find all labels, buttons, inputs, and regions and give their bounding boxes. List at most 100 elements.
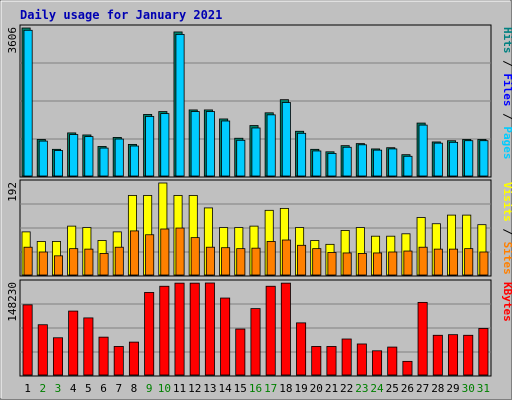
panel-kbytes: 148230 KBytes — [6, 279, 512, 377]
bar-sites-day-7 — [114, 246, 124, 276]
x-tick-label: 5 — [85, 382, 92, 395]
bar-sites-day-16 — [251, 247, 261, 276]
bar-sites-day-15 — [236, 248, 246, 276]
bar-pages-day-24 — [373, 149, 383, 177]
x-tick-label: 14 — [218, 382, 232, 395]
bar-kbytes-day-22 — [341, 338, 352, 376]
x-tick-label: 2 — [39, 382, 46, 395]
x-tick-label: 16 — [249, 382, 262, 395]
bar-kbytes-day-14 — [220, 297, 231, 376]
bar-pages-day-31 — [479, 140, 489, 177]
bar-kbytes-day-30 — [463, 334, 474, 376]
bar-pages-day-9 — [145, 116, 155, 177]
x-tick-label: 17 — [264, 382, 277, 395]
bar-sites-day-29 — [449, 248, 459, 276]
x-tick-label: 18 — [279, 382, 292, 395]
bar-kbytes-day-6 — [98, 336, 109, 376]
bar-sites-day-13 — [205, 246, 215, 276]
x-tick-label: 21 — [325, 382, 338, 395]
legend-item: Sites — [501, 242, 512, 275]
bar-kbytes-day-24 — [372, 350, 383, 376]
x-tick-label: 1 — [24, 382, 31, 395]
bar-sites-day-23 — [357, 253, 367, 276]
y-max-label: 3606 — [6, 27, 19, 54]
bar-pages-day-22 — [342, 146, 352, 177]
bar-sites-day-31 — [479, 251, 489, 276]
chart-panels: 3606 Hits / Files / Pages 192 Visits / Site… — [6, 24, 512, 377]
legend-separator: / — [501, 222, 512, 242]
x-tick-label: 8 — [131, 382, 138, 395]
bar-pages-day-7 — [114, 138, 124, 177]
bar-sites-day-24 — [373, 252, 383, 276]
x-tick-label: 12 — [188, 382, 201, 395]
bar-pages-day-23 — [357, 144, 367, 177]
legend-kbytes: KBytes — [501, 282, 512, 322]
bar-pages-day-10 — [160, 113, 170, 177]
bar-sites-day-20 — [312, 248, 322, 276]
bar-pages-day-11 — [175, 34, 185, 177]
legend-item: Files — [501, 73, 512, 106]
x-tick-label: 19 — [294, 382, 307, 395]
bar-pages-day-1 — [23, 29, 33, 177]
bar-pages-day-28 — [433, 142, 443, 177]
bar-kbytes-day-19 — [296, 322, 307, 376]
bar-pages-day-29 — [449, 141, 459, 177]
legend-item: Visits — [501, 182, 512, 222]
panel-sites-visits: 192 Visits / Sites — [6, 179, 512, 277]
bar-sites-day-21 — [327, 252, 337, 276]
x-tick-label: 29 — [446, 382, 459, 395]
legend-separator: / — [501, 54, 512, 74]
bar-kbytes-day-26 — [402, 360, 413, 376]
bar-pages-day-26 — [403, 155, 413, 177]
bar-sites-day-22 — [342, 252, 352, 276]
y-max-label: 192 — [6, 182, 19, 202]
bar-pages-day-20 — [312, 150, 322, 177]
x-axis: 1 2 3 4 5 6 7 8 9 10 11 12 13 14 15 16 17 18 19 20 21 22 23 24 2… — [24, 382, 490, 395]
bar-sites-day-8 — [129, 230, 139, 276]
x-tick-label: 13 — [203, 382, 216, 395]
bar-kbytes-day-3 — [52, 337, 63, 376]
bar-pages-day-4 — [69, 134, 79, 177]
bar-pages-day-13 — [205, 111, 215, 177]
x-tick-label: 15 — [234, 382, 247, 395]
x-tick-label: 23 — [355, 382, 368, 395]
bar-sites-day-18 — [281, 239, 291, 276]
bar-kbytes-day-7 — [113, 346, 124, 376]
bar-sites-day-28 — [433, 248, 443, 276]
bar-kbytes-day-1 — [22, 304, 33, 376]
bar-sites-day-3 — [53, 255, 63, 276]
bar-pages-day-27 — [418, 124, 428, 177]
bar-kbytes-day-31 — [478, 328, 489, 376]
bar-kbytes-day-4 — [68, 310, 79, 376]
x-tick-label: 26 — [401, 382, 414, 395]
bar-pages-day-18 — [281, 102, 291, 177]
bar-kbytes-day-8 — [128, 341, 139, 376]
bar-sites-day-19 — [297, 244, 307, 276]
x-tick-label: 28 — [431, 382, 444, 395]
bar-kbytes-day-5 — [83, 317, 94, 376]
bar-sites-day-27 — [418, 246, 428, 276]
x-tick-label: 24 — [370, 382, 384, 395]
legend-item: KBytes — [501, 282, 512, 322]
x-tick-label: 11 — [173, 382, 186, 395]
x-tick-label: 10 — [158, 382, 171, 395]
bar-kbytes-day-15 — [235, 328, 246, 376]
legend-pages-files-hits: Hits / Files / Pages — [501, 27, 512, 160]
bar-pages-day-3 — [53, 150, 63, 177]
bar-pages-day-15 — [236, 139, 246, 177]
bar-sites-day-4 — [69, 248, 79, 276]
bar-sites-day-1 — [23, 246, 33, 276]
bar-pages-day-21 — [327, 153, 337, 177]
bar-kbytes-day-2 — [37, 324, 48, 376]
bar-sites-day-14 — [221, 247, 231, 276]
bar-pages-day-19 — [297, 132, 307, 177]
x-tick-label: 30 — [462, 382, 475, 395]
bar-kbytes-day-25 — [387, 346, 398, 376]
bar-pages-day-8 — [129, 145, 139, 177]
x-tick-label: 22 — [340, 382, 353, 395]
bar-sites-day-5 — [84, 248, 94, 276]
bar-kbytes-day-29 — [448, 334, 459, 376]
bar-sites-day-25 — [388, 251, 398, 276]
bar-kbytes-day-17 — [265, 285, 276, 376]
